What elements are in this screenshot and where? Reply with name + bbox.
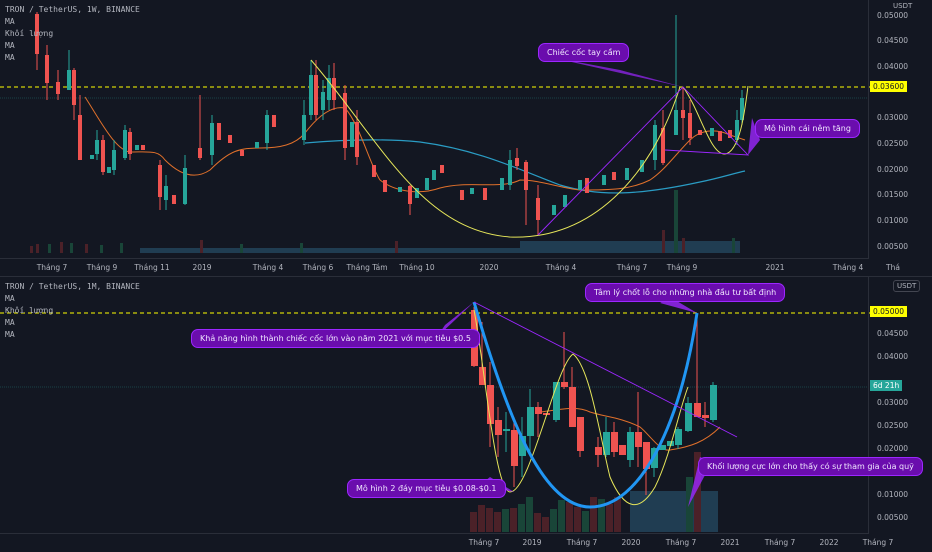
candle-countdown-tag: 6d 21h — [870, 380, 903, 391]
y-tick: 0.01000 — [877, 490, 909, 499]
weekly-volume-bars — [30, 190, 740, 253]
weekly-time-axis[interactable]: Tháng 7 Tháng 9 Tháng 11 2019 Tháng 4 Th… — [0, 258, 900, 277]
monthly-time-axis[interactable]: Tháng 7 2019 Tháng 7 2020 Tháng 7 2021 T… — [0, 533, 893, 552]
callout-stop-loss: Tâm lý chốt lỗ cho những nhà đầu tư bất … — [585, 283, 786, 302]
x-tick: 2022 — [819, 538, 839, 547]
currency-label[interactable]: USDT — [893, 280, 921, 292]
x-tick: Tháng 7 — [566, 538, 598, 547]
symbol-line[interactable]: TRON / TetherUS, 1M, BINANCE — [5, 282, 140, 291]
weekly-candles — [35, 12, 744, 235]
y-tick: 0.00500 — [877, 513, 909, 522]
y-tick: 0.01000 — [877, 216, 909, 225]
y-tick: 0.04000 — [877, 62, 909, 71]
x-tick: Tháng 7 — [36, 263, 68, 272]
x-tick: Tháng 10 — [399, 263, 435, 272]
weekly-chart-canvas[interactable] — [0, 0, 870, 258]
y-tick: 0.04000 — [877, 352, 909, 361]
y-tick: 0.03000 — [877, 398, 909, 407]
weekly-legend: TRON / TetherUS, 1W, BINANCE MA Khối lượ… — [5, 4, 140, 64]
x-tick: 2021 — [720, 538, 740, 547]
indicator-ma[interactable]: MA — [5, 318, 15, 327]
currency-label: USDT — [893, 2, 913, 10]
x-tick: Tháng 4 — [832, 263, 864, 272]
x-tick: Thá — [886, 263, 900, 272]
x-tick: Tháng 4 — [545, 263, 577, 272]
y-tick: 0.03000 — [877, 113, 909, 122]
x-tick: Tháng 11 — [134, 263, 170, 272]
x-tick: Tháng 4 — [252, 263, 284, 272]
callout-rising-wedge: Mô hình cái nêm tăng — [755, 119, 860, 138]
weekly-chart-panel[interactable]: TRON / TetherUS, 1W, BINANCE MA Khối lượ… — [0, 0, 932, 276]
y-tick: 0.04500 — [877, 329, 909, 338]
y-tick: 0.00500 — [877, 242, 909, 251]
indicator-volume[interactable]: Khối lượng — [5, 29, 54, 38]
weekly-wedge-lines — [537, 86, 750, 236]
weekly-price-axis[interactable]: USDT 0.05000 0.04500 0.04000 0.03600 0.0… — [868, 0, 932, 258]
x-tick: Tháng Tám — [346, 263, 388, 272]
indicator-ma[interactable]: MA — [5, 330, 15, 339]
indicator-volume[interactable]: Khối lượng — [5, 306, 54, 315]
callout-volume: Khối lượng cực lớn cho thấy có sự tham g… — [698, 457, 923, 476]
x-tick: 2020 — [479, 263, 499, 272]
callout-big-cup: Khả năng hình thành chiếc cốc lớn vào nă… — [191, 329, 480, 348]
x-tick: Tháng 7 — [665, 538, 697, 547]
indicator-ma[interactable]: MA — [5, 41, 15, 50]
monthly-trendline — [473, 301, 738, 438]
y-tick: 0.02000 — [877, 165, 909, 174]
monthly-volume-bars — [470, 452, 718, 532]
indicator-ma[interactable]: MA — [5, 53, 15, 62]
callout-cup-handle: Chiếc cốc tay cầm — [538, 43, 630, 62]
x-tick: Tháng 7 — [616, 263, 648, 272]
indicator-ma[interactable]: MA — [5, 294, 15, 303]
indicator-ma[interactable]: MA — [5, 17, 15, 26]
x-tick: Tháng 9 — [86, 263, 118, 272]
x-tick: Tháng 7 — [862, 538, 894, 547]
x-tick: Tháng 6 — [302, 263, 334, 272]
y-tick: 0.01500 — [877, 190, 909, 199]
callout-double-bottom: Mô hình 2 đáy mục tiêu $0.08-$0.1 — [347, 479, 506, 498]
weekly-cup-curve — [310, 59, 681, 238]
weekly-ma-orange — [84, 96, 746, 193]
y-tick: 0.02500 — [877, 139, 909, 148]
current-price-tag: 0.05000 — [870, 306, 908, 317]
monthly-legend: TRON / TetherUS, 1M, BINANCE MA Khối lượ… — [5, 281, 140, 341]
weekly-ma-teal — [304, 139, 746, 194]
x-tick: 2019 — [192, 263, 212, 272]
x-tick: Tháng 7 — [764, 538, 796, 547]
x-tick: 2020 — [621, 538, 641, 547]
y-tick: 0.02500 — [877, 421, 909, 430]
y-tick: 0.04500 — [877, 36, 909, 45]
monthly-chart-panel[interactable]: TRON / TetherUS, 1M, BINANCE MA Khối lượ… — [0, 276, 932, 551]
x-tick: Tháng 7 — [468, 538, 500, 547]
current-price-tag: 0.03600 — [870, 81, 908, 92]
monthly-chart-canvas[interactable] — [0, 277, 870, 533]
monthly-ma-orange — [539, 407, 721, 451]
monthly-price-axis[interactable]: USDT 0.05000 0.04500 0.04000 6d 21h 0.03… — [868, 277, 932, 533]
y-tick: 0.05000 — [877, 11, 909, 20]
x-tick: 2019 — [522, 538, 542, 547]
x-tick: 2021 — [765, 263, 785, 272]
y-tick: 0.02000 — [877, 444, 909, 453]
monthly-double-bottom-curve — [473, 309, 689, 505]
symbol-line[interactable]: TRON / TetherUS, 1W, BINANCE — [5, 5, 140, 14]
monthly-big-cup-curve — [472, 301, 699, 509]
x-tick: Tháng 9 — [666, 263, 698, 272]
